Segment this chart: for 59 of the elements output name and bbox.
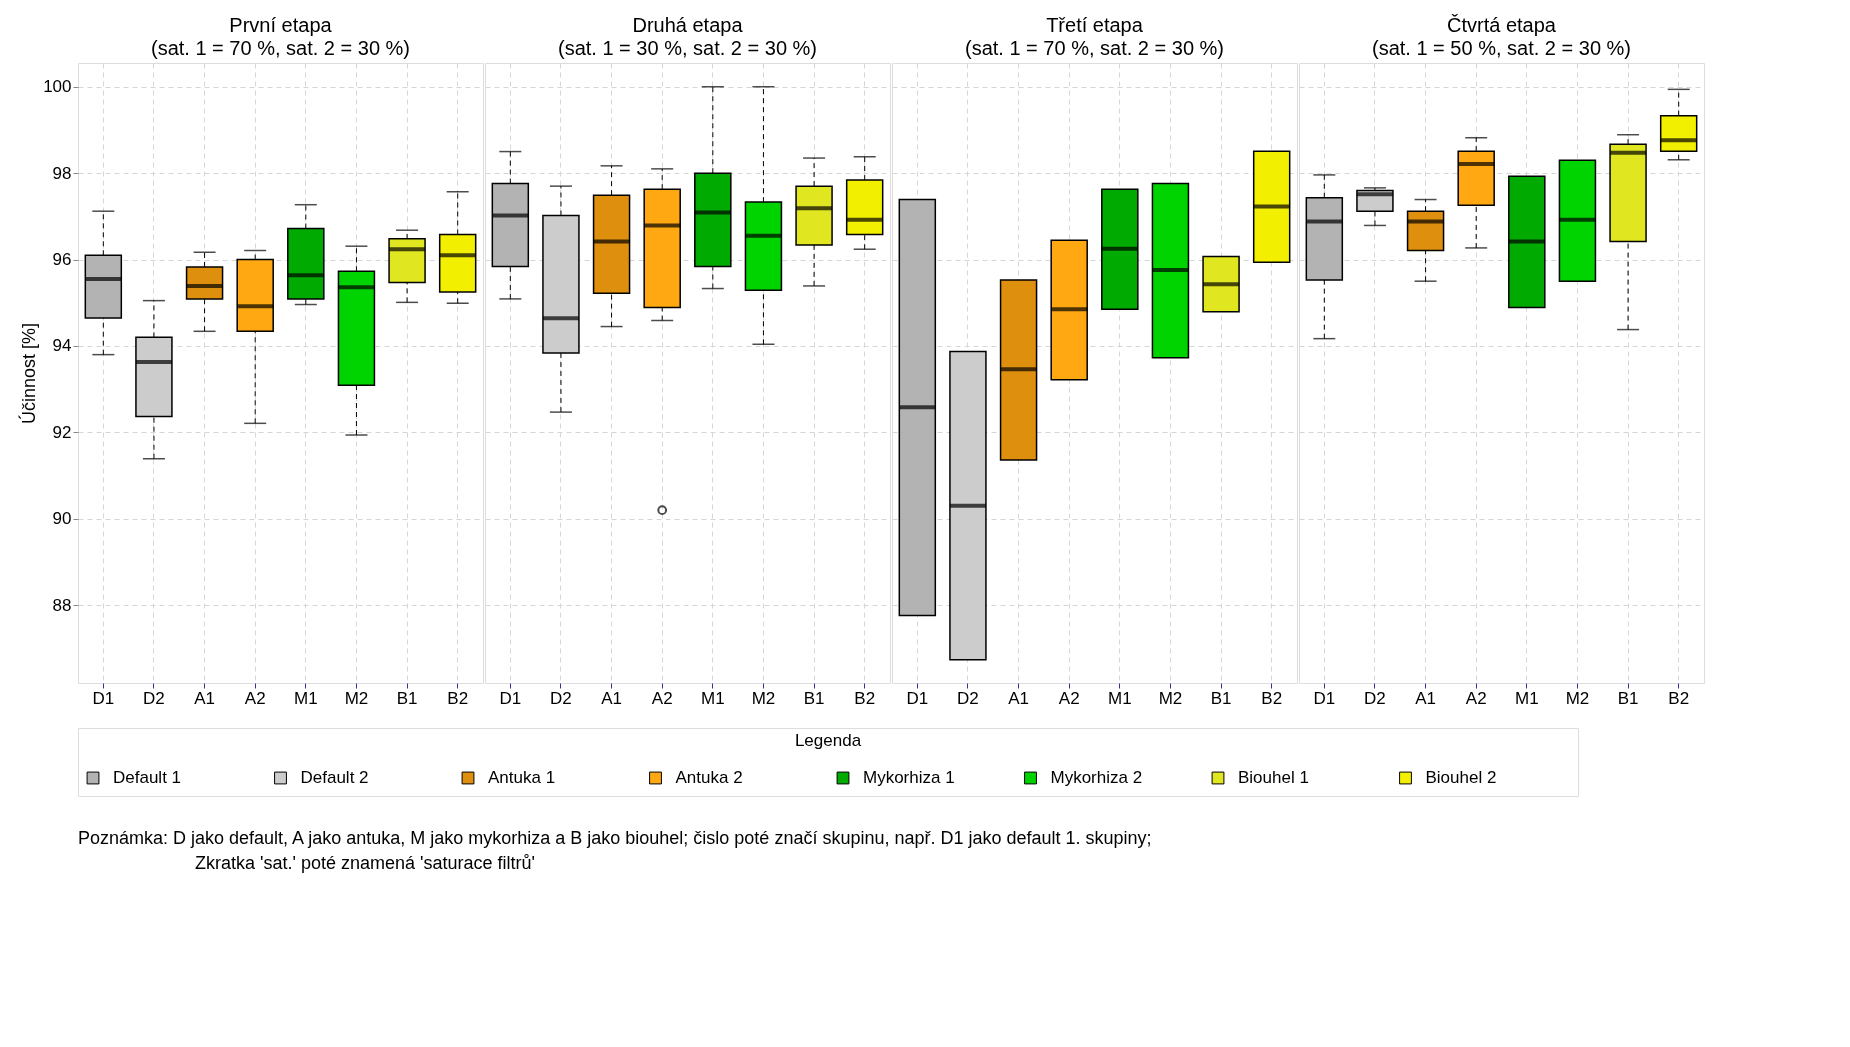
text: Zkratka 'sat.' poté znamená 'saturace filtrů' bbox=[195, 852, 535, 873]
legend-label: Biouhel 2 bbox=[1425, 768, 1497, 787]
chart-subtitle: (sat. 1 = 70 %, sat. 2 = 30 %) bbox=[964, 37, 1225, 59]
y-tick-label: 88 bbox=[52, 595, 72, 615]
x-tick-label: M2 bbox=[1158, 688, 1183, 708]
x-tick-label: B2 bbox=[1668, 688, 1690, 708]
chart-title: Čtvrtá etapa bbox=[1447, 14, 1557, 36]
x-tick-label: A2 bbox=[1465, 688, 1487, 708]
x-tick-label: M1 bbox=[701, 688, 725, 708]
y-tick-label: 98 bbox=[52, 163, 72, 183]
x-tick-label: D2 bbox=[550, 688, 572, 708]
chart-subtitle: (sat. 1 = 30 %, sat. 2 = 30 %) bbox=[557, 37, 818, 59]
x-tick-label: D2 bbox=[957, 688, 979, 708]
x-tick-label: B2 bbox=[1261, 688, 1283, 708]
x-tick-label: M1 bbox=[1108, 688, 1132, 708]
chart-title: První etapa bbox=[229, 14, 333, 36]
y-axis-title: Účinnost [%] bbox=[18, 322, 40, 425]
x-tick-label: M2 bbox=[1565, 688, 1590, 708]
x-tick-label: M1 bbox=[1515, 688, 1539, 708]
chart-subtitle: (sat. 1 = 70 %, sat. 2 = 30 %) bbox=[150, 37, 411, 59]
x-tick-label: B1 bbox=[396, 688, 418, 708]
x-tick-label: D1 bbox=[906, 688, 929, 708]
x-tick-label: M1 bbox=[294, 688, 318, 708]
chart-subtitle: (sat. 1 = 50 %, sat. 2 = 30 %) bbox=[1371, 37, 1632, 59]
x-tick-label: A1 bbox=[1415, 688, 1436, 708]
x-tick-label: A1 bbox=[1008, 688, 1029, 708]
x-tick-label: A2 bbox=[1058, 688, 1080, 708]
text: Poznámka: D jako default, A jako antuka, M jako mykorhiza a B jako biouhel; čislo poté značí skupinu, např. D1 jako default 1. skupiny; bbox=[78, 827, 1152, 848]
x-tick-label: B1 bbox=[1617, 688, 1639, 708]
x-tick-label: A1 bbox=[194, 688, 215, 708]
legend-label: Default 1 bbox=[113, 768, 182, 787]
x-tick-label: B2 bbox=[447, 688, 469, 708]
chart-title: Druhá etapa bbox=[632, 14, 744, 36]
x-tick-label: A2 bbox=[244, 688, 266, 708]
y-tick-label: 92 bbox=[52, 422, 72, 442]
chart-title: Třetí etapa bbox=[1046, 14, 1144, 36]
legend-title: Legenda bbox=[794, 731, 862, 750]
x-tick-label: A1 bbox=[601, 688, 622, 708]
legend-label: Biouhel 1 bbox=[1238, 768, 1309, 787]
legend-label: Antuka 1 bbox=[488, 768, 556, 787]
x-tick-label: B2 bbox=[854, 688, 876, 708]
x-tick-label: B1 bbox=[1210, 688, 1232, 708]
y-tick-label: 90 bbox=[52, 509, 72, 529]
y-tick-label: 100 bbox=[43, 77, 72, 97]
x-tick-label: B1 bbox=[803, 688, 825, 708]
y-tick-label: 94 bbox=[52, 336, 72, 356]
legend-label: Default 2 bbox=[300, 768, 369, 787]
x-tick-label: A2 bbox=[651, 688, 673, 708]
x-tick-label: D1 bbox=[92, 688, 115, 708]
legend-label: Mykorhiza 2 bbox=[1050, 768, 1143, 787]
x-tick-label: M2 bbox=[751, 688, 776, 708]
x-tick-label: D1 bbox=[499, 688, 522, 708]
legend-label: Mykorhiza 1 bbox=[863, 768, 955, 787]
y-tick-label: 96 bbox=[52, 250, 72, 270]
x-tick-label: D1 bbox=[1313, 688, 1336, 708]
legend-label: Antuka 2 bbox=[675, 768, 743, 787]
x-tick-label: D2 bbox=[1364, 688, 1386, 708]
x-tick-label: M2 bbox=[344, 688, 369, 708]
x-tick-label: D2 bbox=[143, 688, 165, 708]
